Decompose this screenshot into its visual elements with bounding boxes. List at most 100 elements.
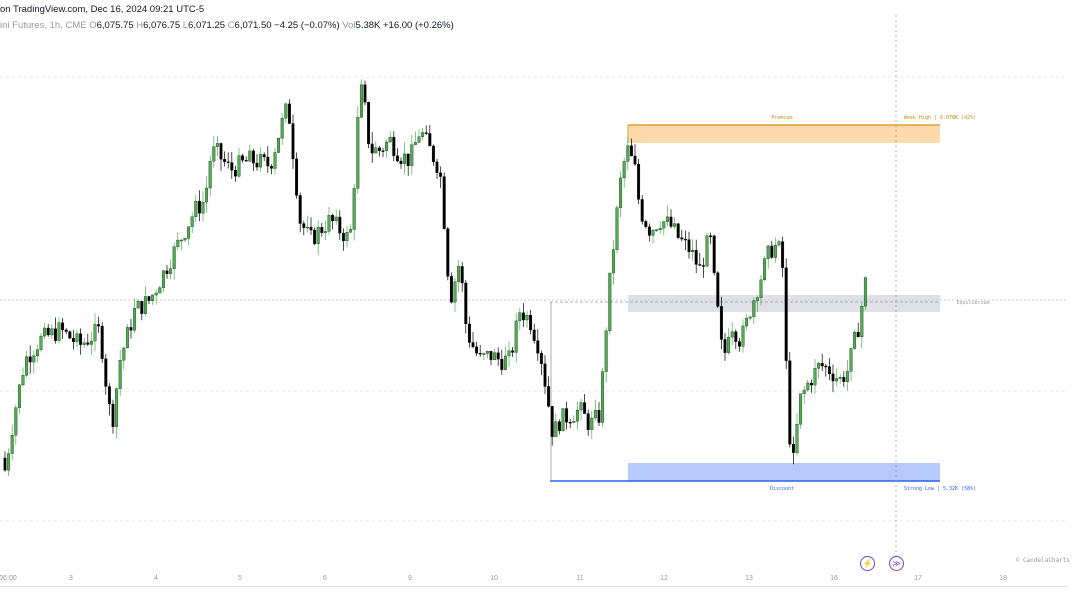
candle-body <box>701 265 705 267</box>
candle-body <box>464 282 468 325</box>
candle-body <box>856 332 860 338</box>
candle-body <box>104 358 108 387</box>
candle-body <box>309 226 313 231</box>
candle-body <box>89 340 93 345</box>
candle-body <box>680 237 684 240</box>
candle-body <box>557 421 561 432</box>
week-high-label: Week High | 6.078K (42%) <box>904 115 976 121</box>
candle-body <box>694 250 698 265</box>
candle-body <box>431 145 435 163</box>
candle-body <box>453 281 457 303</box>
candle-body <box>374 147 378 154</box>
candle-body <box>593 410 597 419</box>
candle-body <box>367 102 371 145</box>
candle-body <box>410 144 414 166</box>
candle-body <box>687 239 691 253</box>
candle-body <box>446 228 450 277</box>
candle-body <box>565 408 569 423</box>
candle-body <box>737 341 741 347</box>
time-axis[interactable]: 06:00 3 4 5 6 9 10 11 12 13 16 17 18 <box>0 575 1007 582</box>
candle-body <box>525 315 529 321</box>
low-label: L <box>182 20 189 31</box>
candle-body <box>323 231 327 233</box>
candle-body <box>849 348 853 372</box>
candle-body <box>140 301 144 314</box>
candle-body <box>478 353 482 355</box>
candle-body <box>554 421 558 437</box>
candle-body <box>107 386 111 405</box>
candle-body <box>7 453 11 471</box>
candle-body <box>338 216 342 234</box>
candle-body <box>734 331 738 342</box>
candle-body <box>626 145 630 162</box>
candle-body <box>223 159 227 162</box>
high-label: H <box>136 20 144 31</box>
candle-body <box>727 336 731 353</box>
candle-body <box>71 338 75 342</box>
time-tick-label: 4 <box>154 575 158 582</box>
candle-body <box>442 176 446 229</box>
forward-icon[interactable]: ≫ <box>889 556 904 571</box>
candle-body <box>291 123 295 160</box>
premium-label: Premium <box>771 115 792 121</box>
candle-body <box>100 325 104 359</box>
candle-body <box>331 215 335 222</box>
lightning-icon[interactable]: ⚡ <box>860 556 875 571</box>
time-tick-label: 18 <box>999 575 1007 582</box>
candle-body <box>356 117 360 189</box>
candle-body <box>748 316 752 319</box>
candle-body <box>75 333 79 342</box>
low-value: 6,071.25 <box>188 20 226 31</box>
candle-body <box>176 239 180 247</box>
candle-body <box>575 409 579 422</box>
candle-body <box>629 145 633 157</box>
candle-body <box>763 258 767 281</box>
candle-body <box>399 160 403 164</box>
candle-body <box>608 272 612 332</box>
candle-body <box>136 301 140 309</box>
candle-body <box>781 241 785 268</box>
candle-body <box>14 407 18 436</box>
candle-body <box>824 365 828 368</box>
candle-body <box>215 143 219 147</box>
time-tick-label: 16 <box>830 575 838 582</box>
candle-body <box>259 154 263 168</box>
candle-body <box>111 403 115 427</box>
candle-body <box>122 347 126 361</box>
candle-body <box>345 231 349 242</box>
candle-body <box>82 342 86 345</box>
candle-body <box>500 359 504 370</box>
candle-body <box>313 229 317 244</box>
time-tick-label: 12 <box>660 575 668 582</box>
candle-body <box>86 342 90 345</box>
candle-body <box>424 132 428 134</box>
candle-body <box>853 332 857 349</box>
time-tick-label: 13 <box>745 575 753 582</box>
candle-body <box>604 330 608 372</box>
candle-body <box>161 270 165 288</box>
candle-body <box>543 363 547 387</box>
candle-body <box>349 229 353 233</box>
candle-body <box>536 340 540 354</box>
candle-body <box>68 331 72 339</box>
candle-body <box>158 287 162 294</box>
candle-body <box>493 352 497 360</box>
candle-body <box>485 351 489 354</box>
candle-body <box>17 384 21 408</box>
time-tick-label: 6 <box>323 575 327 582</box>
candle-body <box>97 324 101 327</box>
time-tick-label: 5 <box>238 575 242 582</box>
candle-body <box>550 406 554 437</box>
candle-body <box>302 223 306 228</box>
candle-body <box>381 150 385 152</box>
candle-body <box>705 235 709 267</box>
candle-body <box>640 199 644 222</box>
axis-divider <box>0 586 1068 587</box>
candle-body <box>752 300 756 318</box>
candle-body <box>316 227 320 244</box>
credit-watermark: © CandelaCharts <box>1015 557 1070 564</box>
candle-body <box>863 277 867 307</box>
candle-body <box>802 389 806 394</box>
candle-body <box>64 329 68 332</box>
